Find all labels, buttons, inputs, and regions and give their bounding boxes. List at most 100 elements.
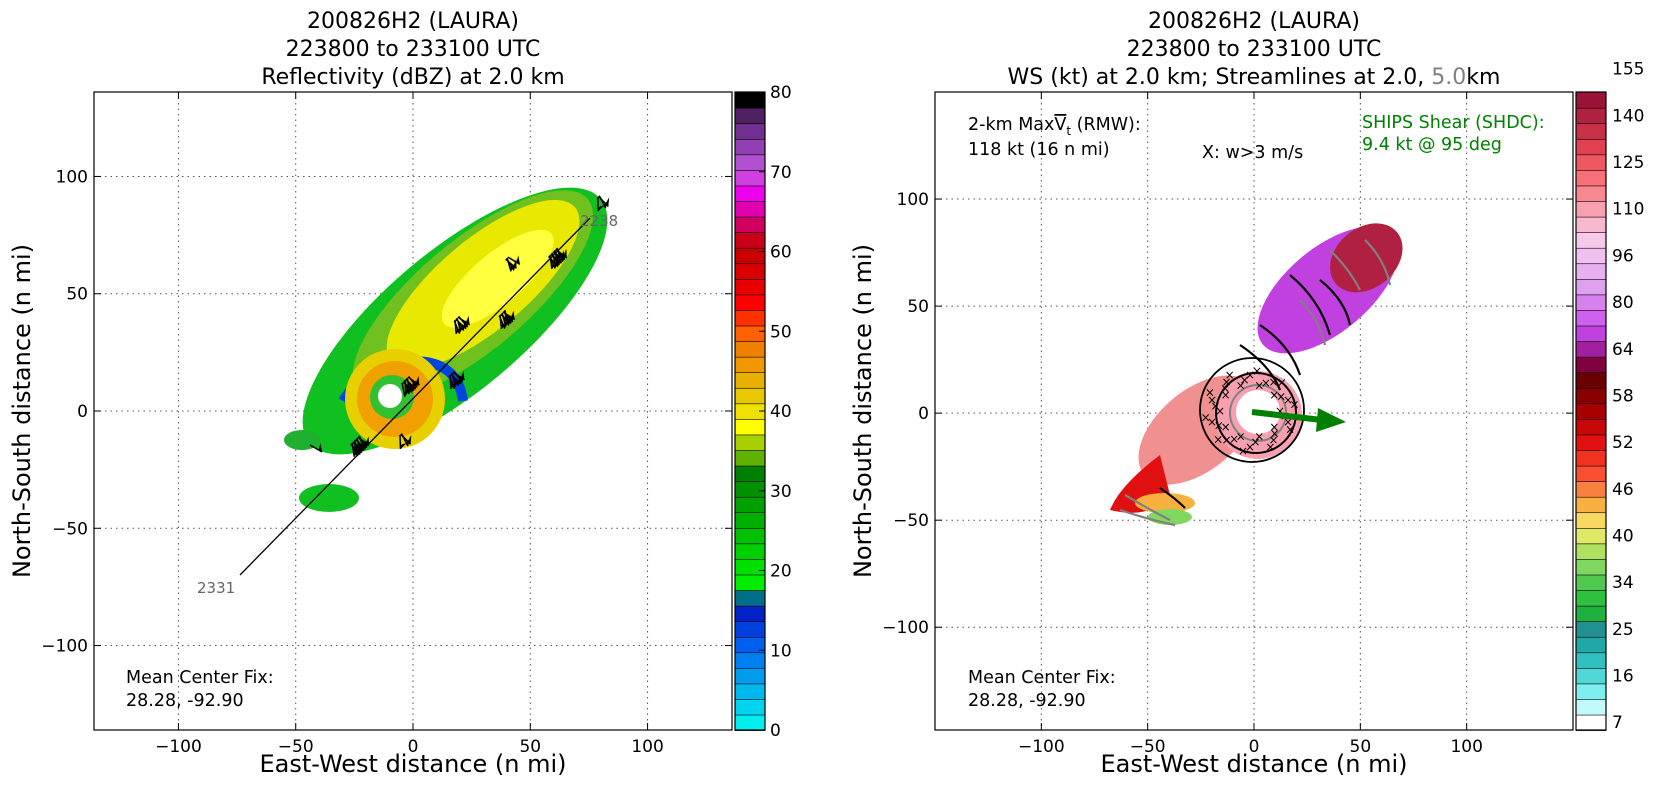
right-x-tick-label: 100 [1450,737,1482,757]
right-panel: 200826H2 (LAURA) 223800 to 233100 UTC WS… [849,9,1644,778]
left-colorbar-segment [735,388,765,404]
right-colorbar-segment [1576,248,1606,264]
right-colorbar-segment [1576,357,1606,373]
right-windspeed-field [1110,200,1424,525]
right-colorbar-segment [1576,123,1606,139]
right-y-axis-label: North-South distance (n mi) [849,244,877,578]
left-colorbar-segment [735,606,765,622]
right-colorbar-segment [1576,279,1606,295]
right-y-tick-label: 50 [907,297,929,317]
left-colorbar-segment [735,450,765,466]
left-colorbar-segment [735,248,765,264]
right-colorbar-segment [1576,481,1606,497]
right-colorbar-segment [1576,434,1606,450]
right-colorbar-segment [1576,465,1606,481]
left-colorbar-segment [735,108,765,124]
right-updraft-x-marker: × [1205,386,1215,400]
right-colorbar-segment [1576,216,1606,232]
right-x-axis-label: East-West distance (n mi) [1100,750,1407,778]
left-colorbar-segment [735,497,765,513]
left-colorbar-segment [735,216,765,232]
right-colorbar-segment [1576,263,1606,279]
left-colorbar-segment [735,668,765,684]
left-colorbar-segment [735,699,765,715]
left-colorbar-segment [735,123,765,139]
right-updraft-x-marker: × [1289,398,1299,412]
left-colorbar-segment [735,357,765,373]
left-colorbar-segment [735,201,765,217]
right-maxvt-text-b: (RMW): [1071,115,1141,135]
left-title-line3: Reflectivity (dBZ) at 2.0 km [261,65,564,90]
right-colorbar-segment [1576,154,1606,170]
right-colorbar-tick-label: 40 [1612,526,1634,546]
right-colorbar-segment [1576,574,1606,590]
right-x-tick-label: −100 [1018,737,1065,757]
right-colorbar-tick-label: 96 [1612,246,1634,266]
right-title-line3-part2: 5.0 [1431,65,1466,90]
right-maxvt-line2: 118 kt (16 n mi) [968,140,1110,160]
right-colorbar-segment [1576,139,1606,155]
left-colorbar-segment [735,139,765,155]
left-colorbar-segment [735,465,765,481]
left-y-tick-label: 100 [56,167,88,187]
left-eye-clear [378,384,402,408]
left-center-fix-line2: 28.28, -92.90 [126,691,244,711]
left-center-fix-line1: Mean Center Fix: [126,668,274,688]
right-title-line3-part1: WS (kt) at 2.0 km; Streamlines at 2.0, [1008,65,1432,90]
right-colorbar-segment [1576,652,1606,668]
right-shear-line1: SHIPS Shear (SHDC): [1362,113,1545,133]
left-colorbar-tick-label: 10 [770,641,792,661]
right-title-line2: 223800 to 233100 UTC [1127,37,1382,62]
left-title-line1: 200826H2 (LAURA) [307,9,519,34]
left-colorbar-segment [735,559,765,575]
right-colorbar-tick-label: 25 [1612,620,1634,640]
left-colorbar-segment [735,543,765,559]
right-updraft-x-marker: × [1213,433,1223,447]
right-colorbar-segment [1576,699,1606,715]
left-colorbar-segment [735,279,765,295]
right-y-tick-label: 100 [897,190,929,210]
right-colorbar-segment [1576,108,1606,124]
right-colorbar-segment [1576,714,1606,730]
left-colorbar-segment [735,683,765,699]
left-colorbar-segment [735,590,765,606]
left-reflectivity-field [264,145,645,512]
right-colorbar-segment [1576,683,1606,699]
right-y-tick-label: −100 [882,618,929,638]
right-maxvt-text-a: 2-km Max [968,115,1054,135]
right-colorbar-segment [1576,294,1606,310]
left-y-tick-label: −100 [41,637,88,657]
left-colorbar-tick-label: 40 [770,402,792,422]
right-title-line3: WS (kt) at 2.0 km; Streamlines at 2.0, 5… [1008,65,1501,90]
left-colorbar-segment [735,714,765,730]
right-y-tick-label: −50 [893,511,929,531]
right-title-line3-part3: km [1466,65,1500,90]
right-colorbar-tick-label: 7 [1612,713,1623,733]
right-colorbar-segment [1576,543,1606,559]
right-updraft-x-marker: × [1285,422,1295,436]
left-colorbar-tick-label: 60 [770,243,792,263]
right-colorbar-segment [1576,606,1606,622]
right-colorbar-segment [1576,637,1606,653]
left-y-tick-label: −50 [52,519,88,539]
right-colorbar-tick-label: 80 [1612,293,1634,313]
right-colorbar-segment [1576,512,1606,528]
right-colorbar-segment [1576,310,1606,326]
right-colorbar-tick-label: 34 [1612,573,1634,593]
right-shear-arrow-head [1316,408,1346,432]
right-colorbar-tick-label: 155 [1612,60,1644,80]
left-colorbar-segment [735,512,765,528]
right-colorbar-tick-label: 140 [1612,106,1644,126]
right-center-fix-line1: Mean Center Fix: [968,668,1116,688]
left-colorbar-segment [735,325,765,341]
right-center-fix-line2: 28.28, -92.90 [968,691,1086,711]
right-colorbar-segment [1576,372,1606,388]
left-colorbar-segment [735,341,765,357]
right-y-tick-label: 0 [918,404,929,424]
right-colorbar-tick-label: 58 [1612,386,1634,406]
left-track-label-start: 2238 [580,212,618,230]
left-colorbar-segment [735,434,765,450]
right-colorbar-tick-label: 46 [1612,480,1634,500]
left-colorbar-segment [735,154,765,170]
